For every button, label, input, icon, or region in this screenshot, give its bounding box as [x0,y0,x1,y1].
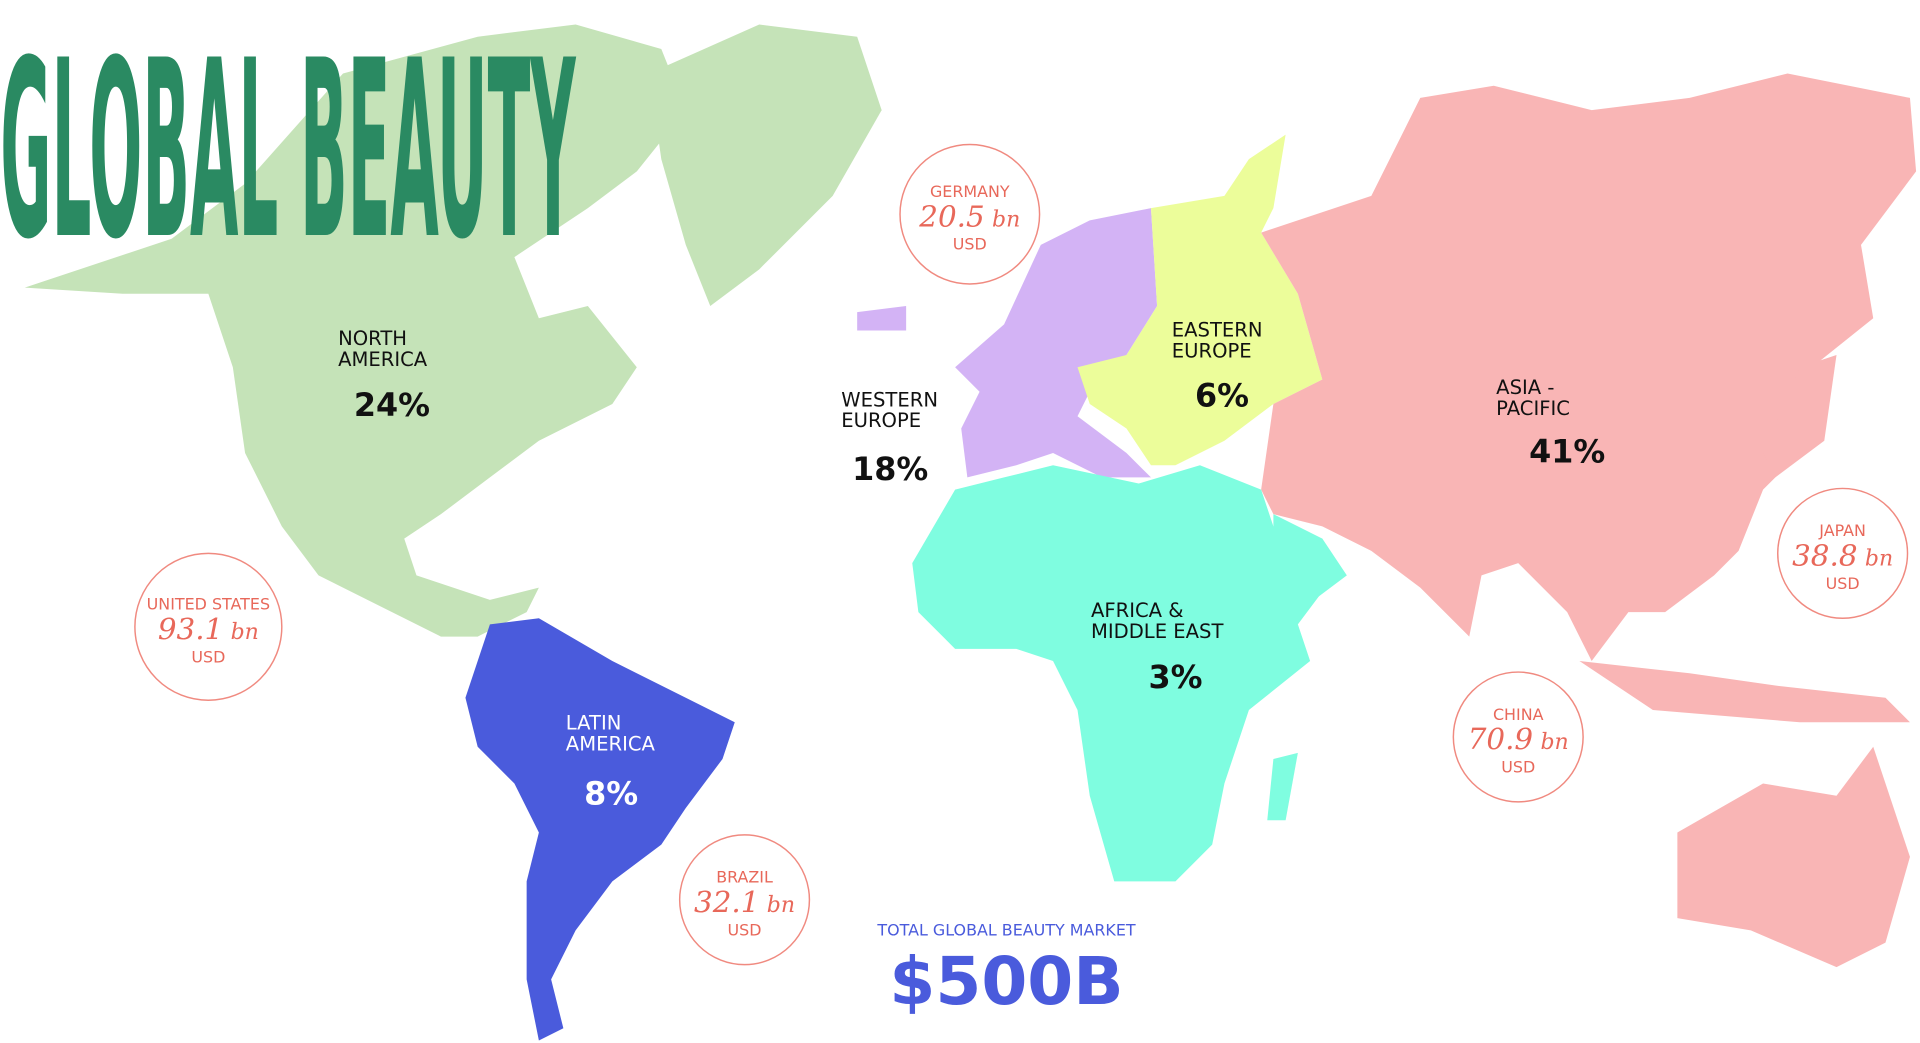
callout-unit: bn [1540,730,1568,755]
callout-circle [1777,487,1909,619]
callout-unit: bn [231,620,259,645]
callout-country: UNITED STATES [147,595,270,614]
total-value: $500B [889,943,1123,1020]
callout-value: 70.9 [1468,722,1533,756]
region-name: PACIFIC [1496,397,1570,420]
region-name: EUROPE [841,409,921,432]
callout-circle [678,834,811,966]
region-share: 8% [584,774,638,812]
callout-currency: USD [728,920,762,939]
region-name: AFRICA & [1091,599,1184,622]
callout-amount: 32.1 bn [694,885,795,919]
region-name: EASTERN [1172,319,1263,342]
callout-country: JAPAN [1818,521,1866,540]
callout-amount: 38.8 bn [1792,539,1893,573]
region-name: NORTH [338,327,407,350]
western-europe-shape [857,208,1158,478]
region-share: 6% [1195,376,1249,414]
callout-unit: bn [1865,547,1893,572]
eastern-europe-shape [1077,134,1323,466]
callout-value: 20.5 [918,199,984,233]
asia-pacific-shape [1261,73,1917,968]
callout-amount: 20.5 bn [918,199,1020,233]
title: GLOBAL BEAUTY [0,8,576,293]
callout-circle [134,552,283,701]
callout-currency: USD [1826,574,1860,593]
region-name: AMERICA [338,348,428,371]
region-name: ASIA - [1496,376,1554,399]
region-name: WESTERN [841,388,938,411]
callout-amount: 70.9 bn [1468,722,1569,756]
region-name: LATIN [566,712,622,735]
callout-country: CHINA [1493,705,1544,724]
region-share: 3% [1148,658,1202,696]
callout-value: 93.1 [158,612,223,646]
north-america-shape [24,24,882,637]
callout-currency: USD [953,235,987,254]
region-share: 18% [852,450,928,488]
callout-country: BRAZIL [716,868,773,887]
callout-circle [899,143,1041,285]
callout-circle [1452,671,1584,803]
region-share: 24% [354,386,430,424]
callout-unit: bn [992,207,1020,232]
region-name: MIDDLE EAST [1091,620,1225,643]
callout-currency: USD [1501,757,1535,776]
callout-value: 32.1 [694,885,759,919]
callout-country: GERMANY [930,182,1010,201]
latin-america-shape [465,618,735,1041]
region-name: EUROPE [1172,339,1252,362]
callout-currency: USD [191,647,225,666]
region-name: AMERICA [566,732,656,755]
africa-middle-east-shape [912,465,1347,882]
region-share: 41% [1529,433,1605,471]
callout-unit: bn [767,893,795,918]
total-label: TOTAL GLOBAL BEAUTY MARKET [876,920,1135,939]
callout-value: 38.8 [1792,539,1857,573]
callout-amount: 93.1 bn [158,612,259,646]
